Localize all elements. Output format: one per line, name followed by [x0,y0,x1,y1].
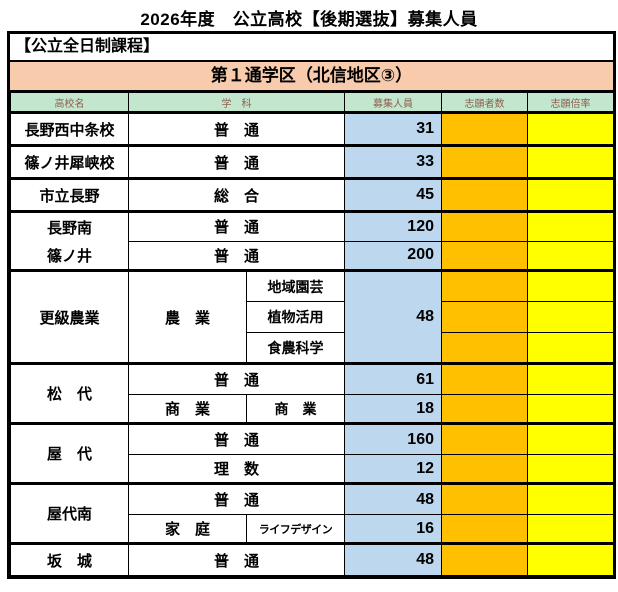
dept-cell: 普 通 [128,210,345,242]
capacity-cell: 61 [344,362,442,395]
applicants-cell [441,301,528,333]
dept-cell: 普 通 [128,240,345,271]
table-row: 屋 代 普 通 160 [10,422,614,484]
dept-cell: 普 通 [128,111,345,146]
dept-cell: 普 通 [128,144,345,179]
dept-cell: 農 業 [128,269,247,364]
subdept-cell: 食農科学 [246,332,345,364]
school-name: 篠ノ井 [46,247,92,265]
dept-cell: 普 通 [128,362,345,395]
recruitment-table: 高校名 学 科 募集人員 志願者数 志願倍率 長野西中条校 普 通 31 篠ノ井… [10,92,614,576]
applicants-cell [441,177,528,212]
applicants-cell [441,394,528,424]
capacity-cell: 18 [344,394,442,424]
dept-cell: 普 通 [128,422,345,455]
school-cell: 市立長野 [10,177,129,212]
ratio-cell [527,240,614,271]
capacity-cell: 12 [344,454,442,484]
table-row: 更級農業 農 業 地域園芸 48 [10,269,614,364]
ratio-cell [527,542,614,576]
table-row: 篠ノ井犀峡校 普 通 33 [10,144,614,179]
table-row: 家 庭 ライフデザイン 16 [11,514,614,544]
capacity-cell: 33 [344,144,442,179]
applicants-cell [441,362,528,395]
capacity-cell: 120 [344,210,442,242]
capacity-cell: 48 [344,482,442,515]
applicants-cell [441,422,528,455]
ratio-cell [527,332,614,364]
table-row: 屋代南 普 通 48 [10,482,614,544]
school-name-stack: 長野南 篠ノ井 [12,215,128,270]
table-row: 松 代 普 通 61 [10,362,614,424]
school-cell: 松 代 [10,362,129,424]
table-row: 市立長野 総 合 45 [10,177,614,212]
ratio-cell [527,144,614,179]
ratio-cell [527,514,614,544]
dept-cell: 普 通 [128,482,345,515]
capacity-cell: 31 [344,111,442,146]
col-header-applicants: 志願者数 [441,92,528,114]
applicants-cell [441,514,528,544]
ratio-cell [527,422,614,455]
capacity-cell: 16 [344,514,442,544]
col-header-school: 高校名 [10,92,129,114]
table-row: 長野南 篠ノ井 普 通 120 [10,210,614,271]
subdept-cell: 商 業 [246,394,345,424]
capacity-cell: 48 [344,269,442,364]
applicants-cell [441,482,528,515]
ratio-cell [527,394,614,424]
applicants-cell [441,240,528,271]
ratio-cell [527,454,614,484]
school-cell: 屋代南 [10,482,129,544]
capacity-cell: 45 [344,177,442,212]
applicants-cell [441,111,528,146]
applicants-cell [441,454,528,484]
table-header-row: 高校名 学 科 募集人員 志願者数 志願倍率 [10,92,614,114]
applicants-cell [441,269,528,302]
ratio-cell [527,482,614,515]
capacity-cell: 200 [344,240,442,271]
col-header-dept: 学 科 [128,92,345,114]
dept-cell: 理 数 [128,454,345,484]
table-row: 長野西中条校 普 通 31 [10,111,614,146]
table-row: 商 業 商 業 18 [11,394,614,424]
applicants-cell [441,210,528,242]
applicants-cell [441,542,528,576]
dept-cell: 普 通 [128,542,345,576]
subdept-cell: 地域園芸 [246,269,345,302]
district-header: 第１通学区（北信地区③） [10,62,613,92]
capacity-cell: 160 [344,422,442,455]
applicants-cell [441,144,528,179]
dept-cell: 商 業 [128,394,247,424]
school-cell: 坂 城 [10,542,129,576]
ratio-cell [527,111,614,146]
dept-cell: 家 庭 [128,514,247,544]
school-name: 長野南 [46,219,92,237]
school-cell: 長野南 篠ノ井 [10,210,129,271]
ratio-cell [527,177,614,212]
applicants-cell [441,332,528,364]
capacity-cell: 48 [344,542,442,576]
school-cell: 長野西中条校 [10,111,129,146]
ratio-cell [527,210,614,242]
col-header-capacity: 募集人員 [344,92,442,114]
table-row: 理 数 12 [11,454,614,484]
ratio-cell [527,362,614,395]
subdept-cell: 植物活用 [246,301,345,333]
dept-cell: 総 合 [128,177,345,212]
course-type-header: 【公立全日制課程】 [10,34,613,62]
subdept-cell: ライフデザイン [246,514,345,544]
table-row: 普 通 200 [11,240,614,271]
ratio-cell [527,269,614,302]
school-cell: 屋 代 [10,422,129,484]
school-cell: 篠ノ井犀峡校 [10,144,129,179]
table-row: 坂 城 普 通 48 [10,542,614,576]
col-header-ratio: 志願倍率 [527,92,614,114]
page-title: 2026年度 公立高校【後期選抜】募集人員 [140,10,478,29]
table-row: 植物活用 [11,301,614,333]
school-cell: 更級農業 [10,269,129,364]
ratio-cell [527,301,614,333]
table-frame: 【公立全日制課程】 第１通学区（北信地区③） 高校名 学 科 募集人員 志願者数… [7,31,616,579]
